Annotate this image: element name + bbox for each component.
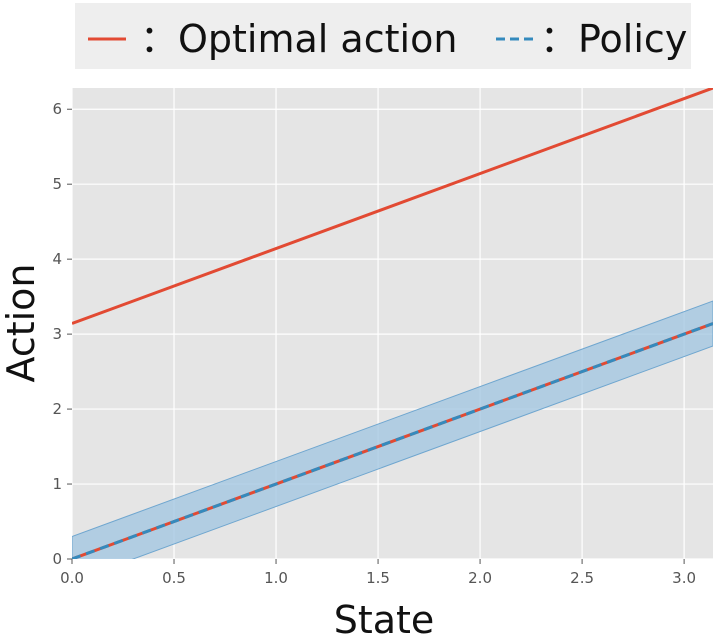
- y-tick-label: 3: [52, 325, 62, 343]
- legend: ：Optimal action ：Policy: [75, 3, 691, 69]
- y-tick-label: 1: [52, 475, 62, 493]
- y-tick-label: 6: [52, 100, 62, 118]
- x-tick-label: 1.0: [264, 569, 288, 587]
- y-gridlines: [72, 108, 713, 560]
- y-tick-label: 0: [52, 550, 62, 568]
- x-tick-label: 2.0: [468, 569, 492, 587]
- legend-box: [75, 3, 691, 69]
- series-line: [72, 322, 713, 559]
- x-tick-label: 2.5: [570, 569, 594, 587]
- y-tick-label: 2: [52, 400, 62, 418]
- plot-area: [72, 88, 713, 559]
- x-axis-label: State: [334, 598, 435, 642]
- x-axis-ticks: 0.0 0.5 1.0 1.5 2.0 2.5 3.0: [60, 559, 696, 587]
- series-line: [72, 88, 713, 325]
- x-tick-label: 0.0: [60, 569, 84, 587]
- y-axis-ticks: 0 1 2 3 4 5 6: [52, 100, 72, 568]
- y-tick-label: 5: [52, 175, 62, 193]
- x-tick-label: 3.0: [672, 569, 696, 587]
- legend-label-optimal-action: ：Optimal action: [140, 17, 457, 61]
- x-tick-label: 1.5: [366, 569, 390, 587]
- confidence-band: [72, 300, 713, 559]
- legend-label-policy: ：Policy: [540, 17, 687, 61]
- x-tick-label: 0.5: [162, 569, 186, 587]
- y-axis-label: Action: [0, 263, 43, 382]
- series-layer: [72, 88, 713, 559]
- y-tick-label: 4: [52, 250, 62, 268]
